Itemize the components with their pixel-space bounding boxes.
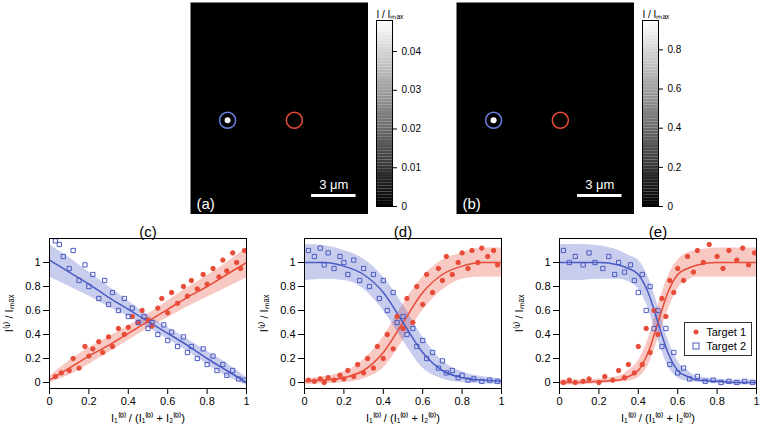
svg-text:1: 1 xyxy=(753,395,759,407)
svg-text:0.8: 0.8 xyxy=(535,280,550,292)
svg-text:0.4: 0.4 xyxy=(121,395,136,407)
svg-text:1: 1 xyxy=(498,395,504,407)
svg-text:(e): (e) xyxy=(649,223,667,240)
svg-text:I⁽¹⁾ / Iₘₐₓ: I⁽¹⁾ / Iₘₐₓ xyxy=(3,294,15,332)
svg-text:0.04: 0.04 xyxy=(402,46,422,57)
svg-text:0.6: 0.6 xyxy=(25,304,40,316)
svg-text:I₁⁽⁰⁾ / (I₁⁽⁰⁾ + I₂⁽⁰⁾): I₁⁽⁰⁾ / (I₁⁽⁰⁾ + I₂⁽⁰⁾) xyxy=(366,412,440,424)
svg-text:0.2: 0.2 xyxy=(336,395,351,407)
svg-text:(c): (c) xyxy=(139,223,157,240)
svg-text:(a): (a) xyxy=(197,195,215,212)
svg-text:1: 1 xyxy=(289,256,295,268)
svg-text:0.2: 0.2 xyxy=(81,395,96,407)
svg-text:(b): (b) xyxy=(463,195,481,212)
svg-text:0: 0 xyxy=(402,201,408,212)
svg-text:0.8: 0.8 xyxy=(454,395,469,407)
svg-text:0: 0 xyxy=(301,395,307,407)
html-text:Target 2: Target 2 xyxy=(706,340,746,352)
svg-text:0: 0 xyxy=(556,395,562,407)
svg-text:3 μm: 3 μm xyxy=(585,177,614,192)
svg-text:0.2: 0.2 xyxy=(591,395,606,407)
svg-text:0.6: 0.6 xyxy=(535,304,550,316)
svg-text:I⁽¹⁾ / Iₘₐₓ: I⁽¹⁾ / Iₘₐₓ xyxy=(258,294,270,332)
svg-text:1: 1 xyxy=(243,395,249,407)
svg-text:0.4: 0.4 xyxy=(668,122,682,133)
svg-text:I / Iₘₐₓ: I / Iₘₐₓ xyxy=(377,9,405,20)
svg-text:0: 0 xyxy=(289,376,295,388)
svg-text:I⁽¹⁾ / Iₘₐₓ: I⁽¹⁾ / Iₘₐₓ xyxy=(513,294,525,332)
svg-text:0.8: 0.8 xyxy=(709,395,724,407)
svg-text:1: 1 xyxy=(544,256,550,268)
svg-text:0.4: 0.4 xyxy=(631,395,646,407)
svg-text:3 μm: 3 μm xyxy=(319,177,348,192)
svg-text:0.4: 0.4 xyxy=(535,328,550,340)
svg-text:0.4: 0.4 xyxy=(280,328,295,340)
svg-text:0.6: 0.6 xyxy=(415,395,430,407)
svg-text:(d): (d) xyxy=(394,223,412,240)
svg-text:I₁⁽⁰⁾ / (I₁⁽⁰⁾ + I₂⁽⁰⁾): I₁⁽⁰⁾ / (I₁⁽⁰⁾ + I₂⁽⁰⁾) xyxy=(621,412,695,424)
html-text:Target 1: Target 1 xyxy=(706,326,746,338)
svg-text:0.8: 0.8 xyxy=(25,280,40,292)
svg-text:0.8: 0.8 xyxy=(280,280,295,292)
svg-text:0: 0 xyxy=(668,201,674,212)
svg-text:I₁⁽⁰⁾ / (I₁⁽⁰⁾ + I₂⁽⁰⁾): I₁⁽⁰⁾ / (I₁⁽⁰⁾ + I₂⁽⁰⁾) xyxy=(111,412,185,424)
svg-text:0.6: 0.6 xyxy=(668,83,682,94)
svg-text:0: 0 xyxy=(544,376,550,388)
svg-text:0.6: 0.6 xyxy=(670,395,685,407)
svg-text:0.01: 0.01 xyxy=(402,162,422,173)
svg-text:0.6: 0.6 xyxy=(280,304,295,316)
svg-text:0.2: 0.2 xyxy=(280,352,295,364)
svg-text:0.6: 0.6 xyxy=(160,395,175,407)
svg-text:0.03: 0.03 xyxy=(402,84,422,95)
svg-text:0.4: 0.4 xyxy=(25,328,40,340)
svg-text:I / Iₘₐₓ: I / Iₘₐₓ xyxy=(643,9,671,20)
svg-text:0.4: 0.4 xyxy=(376,395,391,407)
svg-text:0.2: 0.2 xyxy=(535,352,550,364)
svg-text:0.02: 0.02 xyxy=(402,123,422,134)
svg-text:1: 1 xyxy=(34,256,40,268)
svg-text:0.8: 0.8 xyxy=(668,44,682,55)
svg-text:0.2: 0.2 xyxy=(668,162,682,173)
svg-text:0.8: 0.8 xyxy=(199,395,214,407)
svg-text:0.2: 0.2 xyxy=(25,352,40,364)
svg-text:0: 0 xyxy=(46,395,52,407)
svg-text:0: 0 xyxy=(34,376,40,388)
